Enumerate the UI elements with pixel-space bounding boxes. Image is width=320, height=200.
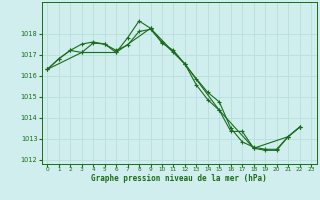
X-axis label: Graphe pression niveau de la mer (hPa): Graphe pression niveau de la mer (hPa) [91, 174, 267, 183]
